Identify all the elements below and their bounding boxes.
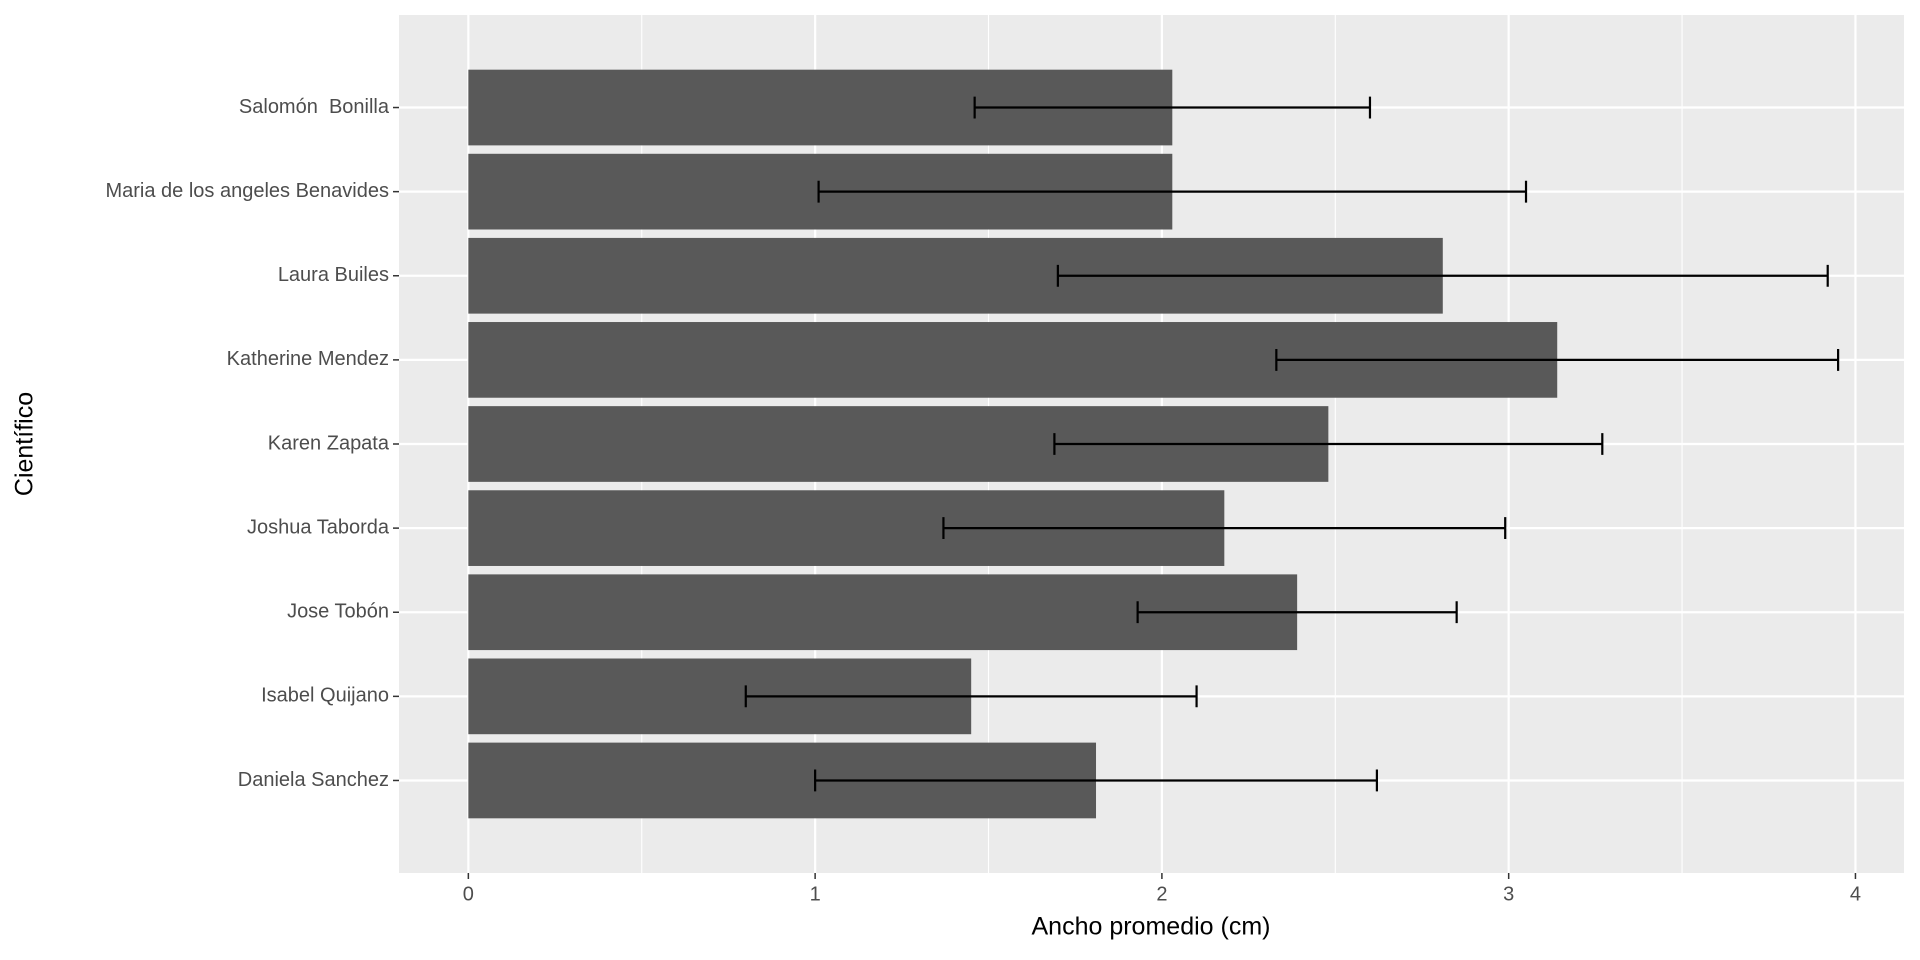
error-bar (814, 769, 1378, 792)
error-bar (1053, 433, 1604, 455)
x-tick-label: 2 (1156, 883, 1167, 905)
y-tick-label: Joshua Taborda (247, 516, 390, 538)
x-tick-label: 0 (463, 883, 474, 905)
error-bar (1136, 601, 1458, 624)
y-tick-label: Laura Builes (278, 264, 389, 286)
y-tick-label: Salomón Bonilla (239, 96, 390, 118)
error-bar (1056, 264, 1829, 287)
y-tick-label: Maria de los angeles Benavides (105, 180, 389, 202)
error-bar (973, 96, 1372, 119)
x-axis-title: Ancho promedio (cm) (1032, 913, 1271, 941)
error-bar (1275, 348, 1840, 371)
y-tick-label: Karen Zapata (268, 432, 390, 454)
y-tick-label: Isabel Quijano (261, 685, 389, 707)
x-tick-label: 4 (1850, 883, 1861, 905)
x-tick-label: 3 (1503, 883, 1514, 905)
error-bar (942, 517, 1507, 540)
error-bar (817, 180, 1528, 203)
x-tick-label: 1 (810, 883, 821, 905)
error-bar (744, 685, 1198, 708)
y-tick-label: Daniela Sanchez (238, 769, 389, 791)
y-axis-title: Científico (11, 392, 39, 496)
y-tick-label: Katherine Mendez (227, 348, 389, 370)
y-tick-label: Jose Tobón (287, 601, 389, 623)
